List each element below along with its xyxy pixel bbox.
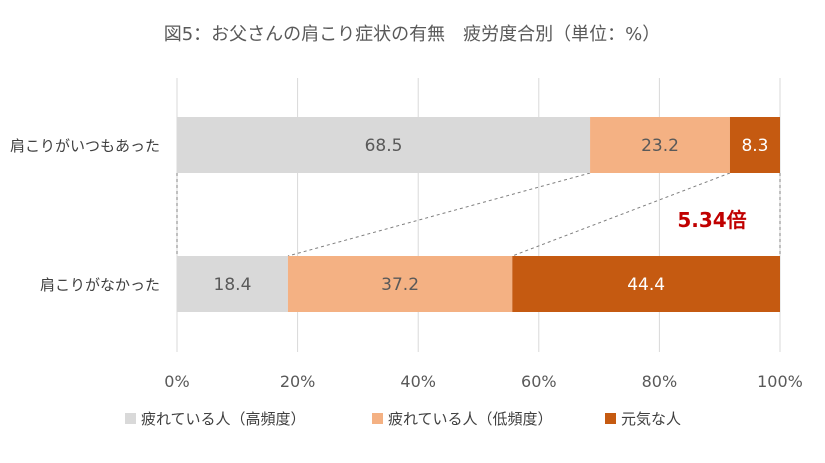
bar-segment xyxy=(590,117,730,173)
ratio-annotation: 5.34倍 xyxy=(677,208,746,232)
connector-line xyxy=(512,172,731,257)
bar-value-label: 18.4 xyxy=(214,275,252,295)
x-tick-label: 60% xyxy=(521,372,557,391)
bars: 68.5 23.2 8.3 18.4 37.2 44.4 xyxy=(177,117,780,312)
bar-segment xyxy=(729,117,780,173)
connector-line xyxy=(287,172,591,257)
category-label: 肩こりがなかった xyxy=(40,276,160,294)
x-tick-label: 0% xyxy=(164,372,189,391)
legend-entry: 疲れている人（低頻度） xyxy=(388,410,553,428)
legend-swatch xyxy=(372,413,383,424)
bar-value-label: 44.4 xyxy=(627,275,665,295)
x-tick-labels: 0% 20% 40% 60% 80% 100% xyxy=(164,372,803,391)
connector-lines xyxy=(176,172,781,257)
bar-value-label: 8.3 xyxy=(741,136,768,156)
legend-swatch xyxy=(605,413,616,424)
bar-segment xyxy=(177,117,591,173)
legend-entry: 疲れている人（高頻度） xyxy=(141,410,306,428)
bar-segment xyxy=(177,256,288,312)
bar-segment xyxy=(512,256,780,312)
legend-entry: 元気な人 xyxy=(621,410,681,428)
chart-title: 図5：お父さんの肩こり症状の有無 疲労度合別（単位：%） xyxy=(164,24,661,45)
bar-value-label: 37.2 xyxy=(381,275,419,295)
legend: 疲れている人（高頻度） 疲れている人（低頻度） 元気な人 xyxy=(125,410,681,428)
x-tick-label: 100% xyxy=(757,372,803,391)
x-tick-label: 40% xyxy=(400,372,436,391)
bar-segment xyxy=(287,256,513,312)
bar-value-label: 23.2 xyxy=(641,136,679,156)
x-tick-label: 80% xyxy=(642,372,678,391)
x-tick-label: 20% xyxy=(280,372,316,391)
legend-swatch xyxy=(125,413,136,424)
bar-value-label: 68.5 xyxy=(365,136,403,156)
category-label: 肩こりがいつもあった xyxy=(10,137,160,155)
